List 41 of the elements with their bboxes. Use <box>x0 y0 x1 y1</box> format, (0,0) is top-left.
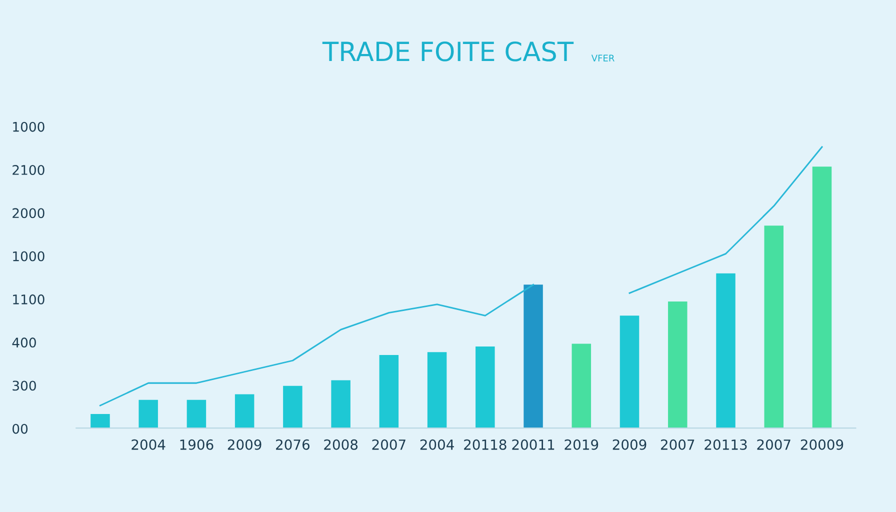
bar <box>716 273 736 428</box>
text: 2000 <box>12 208 44 218</box>
x-tick-label: 2076 <box>276 439 310 450</box>
bar <box>331 380 350 428</box>
bar <box>234 394 254 428</box>
x-tick-label: 2007 <box>660 439 694 450</box>
chart-subtitle: VFER <box>591 54 614 62</box>
bar <box>620 316 640 428</box>
bar <box>90 414 110 428</box>
x-tick-label: 2008 <box>324 439 358 450</box>
bar <box>572 344 592 428</box>
bar <box>524 284 543 428</box>
bar <box>186 400 206 428</box>
text: 1000 <box>13 122 44 132</box>
chart-title: TRADE FOITE CAST <box>322 41 574 62</box>
text: 2100 <box>12 164 44 175</box>
bar <box>812 166 832 428</box>
text: 300 <box>12 380 36 391</box>
text: 1000 <box>13 251 44 262</box>
x-tick-label: 20009 <box>800 439 844 450</box>
x-tick-label: 20113 <box>704 439 747 450</box>
bar <box>427 352 447 428</box>
x-tick-label: 2009 <box>612 439 646 450</box>
x-tick-label: 2004 <box>420 439 454 450</box>
x-tick-label: 2009 <box>228 439 262 450</box>
bar <box>283 386 302 428</box>
text: 1100 <box>13 294 44 304</box>
x-tick-label: 2007 <box>757 439 790 450</box>
bar <box>668 302 688 428</box>
bar <box>476 346 495 428</box>
x-tick-label: 1906 <box>180 439 214 450</box>
x-tick-label: 20011 <box>512 439 554 450</box>
bar <box>138 400 158 428</box>
x-tick-label: 20118 <box>464 439 506 450</box>
text: 400 <box>12 338 36 348</box>
x-tick-label: 2004 <box>132 439 166 450</box>
x-tick-label: 2019 <box>564 439 598 450</box>
x-tick-label: 2007 <box>372 439 406 450</box>
bar <box>764 226 784 428</box>
text: 00 <box>12 424 28 434</box>
bar <box>379 354 399 428</box>
